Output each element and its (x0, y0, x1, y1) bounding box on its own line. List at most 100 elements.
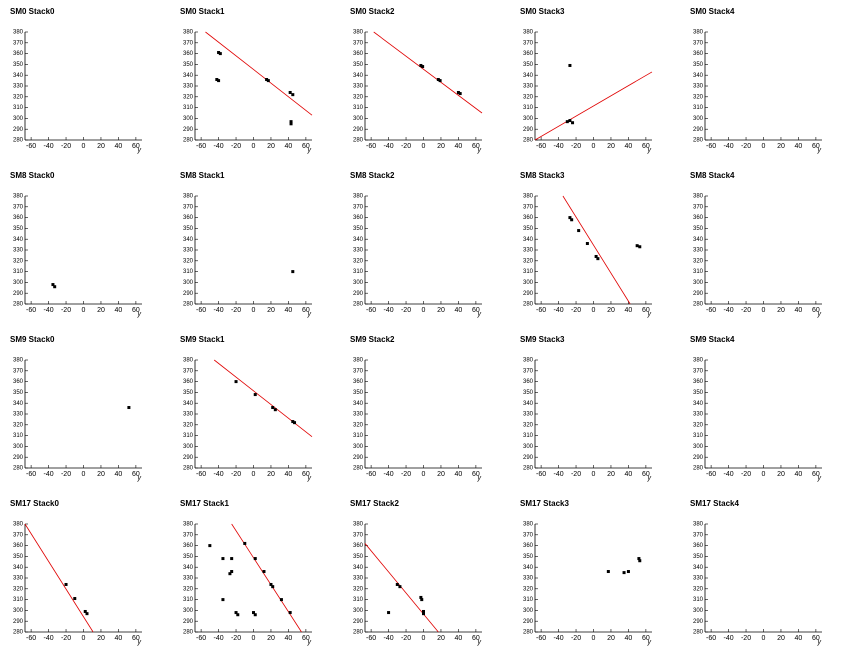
hit-point (288, 90, 292, 94)
hit-point (243, 541, 247, 545)
y-tick-label: 280 (13, 630, 24, 636)
hit-point (571, 121, 575, 125)
panel: SM9 Stack0 280 290 300 310 320 330 340 350 360 370… (10, 335, 142, 482)
y-tick-label: 380 (13, 30, 24, 36)
x-tick-label: 40 (795, 143, 803, 150)
y-tick-label: 320 (523, 422, 534, 428)
x-tick-label: -60 (536, 471, 546, 478)
x-tick-label: 60 (302, 471, 310, 478)
x-tick-label: 20 (437, 307, 445, 314)
hit-point (420, 598, 424, 602)
y-tick-label: 340 (183, 237, 194, 243)
hit-point (230, 570, 234, 574)
x-tick-label: 40 (455, 143, 463, 150)
y-tick-label: 320 (353, 586, 364, 592)
y-tick-label: 340 (523, 237, 534, 243)
panel-title: SM17 Stack3 (520, 499, 569, 508)
y-tick-label: 290 (353, 291, 364, 297)
y-tick-label: 280 (693, 630, 704, 636)
y-tick-label: 380 (523, 194, 534, 200)
x-tick-label: -20 (571, 471, 581, 478)
panel-title: SM17 Stack1 (180, 499, 229, 508)
x-tick-label: 0 (252, 307, 256, 314)
hit-point (635, 244, 639, 248)
y-tick-label: 350 (693, 554, 704, 560)
y-tick-label: 320 (523, 94, 534, 100)
hit-point (221, 598, 225, 602)
y-tick-label: 320 (183, 258, 194, 264)
hit-point (269, 582, 273, 586)
y-tick-label: 300 (13, 116, 24, 122)
y-tick-label: 290 (693, 455, 704, 461)
hit-point (638, 559, 642, 563)
x-tick-label: 20 (97, 635, 105, 642)
y-tick-label: 320 (523, 258, 534, 264)
x-tick-label: -20 (741, 307, 751, 314)
x-tick-label: 40 (625, 471, 633, 478)
y-tick-label: 280 (693, 466, 704, 472)
hit-point (215, 78, 219, 82)
y-tick-label: 300 (693, 444, 704, 450)
y-tick-label: 360 (13, 543, 24, 549)
y-tick-label: 290 (13, 619, 24, 625)
panel: SM0 Stack1 280 290 300 310 320 330 340 350 360 370… (180, 7, 313, 154)
hit-point (262, 570, 266, 574)
x-axis-label: y (477, 311, 482, 318)
x-tick-label: -40 (44, 635, 54, 642)
x-tick-label: 20 (97, 143, 105, 150)
x-axis-label: y (647, 475, 652, 482)
y-tick-label: 360 (693, 215, 704, 221)
panel-title: SM0 Stack4 (690, 7, 735, 16)
hit-point (606, 570, 610, 574)
y-tick-label: 290 (13, 291, 24, 297)
y-tick-label: 280 (693, 138, 704, 144)
x-tick-label: 0 (422, 471, 426, 478)
panel: SM8 Stack4 280 290 300 310 320 330 340 350 360 370… (690, 171, 822, 318)
y-tick-label: 290 (523, 455, 534, 461)
y-tick-label: 310 (693, 597, 704, 603)
y-tick-label: 290 (183, 127, 194, 133)
panel: SM8 Stack2 280 290 300 310 320 330 340 350 360 370… (350, 171, 482, 318)
y-tick-label: 280 (13, 302, 24, 308)
x-tick-label: -40 (554, 307, 564, 314)
x-tick-label: -60 (196, 471, 206, 478)
x-tick-label: 0 (82, 307, 86, 314)
x-tick-label: -40 (724, 307, 734, 314)
y-tick-label: 380 (183, 358, 194, 364)
hit-point (234, 611, 238, 615)
x-tick-label: 0 (592, 307, 596, 314)
y-tick-label: 330 (183, 576, 194, 582)
x-tick-label: -40 (554, 635, 564, 642)
y-tick-label: 290 (523, 127, 534, 133)
panel-title: SM0 Stack2 (350, 7, 395, 16)
y-tick-label: 310 (693, 105, 704, 111)
y-tick-label: 310 (693, 433, 704, 439)
y-tick-label: 340 (13, 565, 24, 571)
y-tick-label: 370 (693, 204, 704, 210)
x-tick-label: -20 (231, 307, 241, 314)
x-tick-label: -20 (741, 635, 751, 642)
x-tick-label: 40 (625, 143, 633, 150)
y-tick-label: 370 (353, 40, 364, 46)
y-tick-label: 350 (183, 554, 194, 560)
y-tick-label: 350 (13, 62, 24, 68)
x-tick-label: -60 (26, 307, 36, 314)
x-tick-label: 40 (455, 635, 463, 642)
y-tick-label: 360 (353, 51, 364, 57)
y-tick-label: 280 (183, 630, 194, 636)
y-tick-label: 370 (353, 532, 364, 538)
x-axis-label: y (137, 475, 142, 482)
x-tick-label: 60 (132, 143, 140, 150)
y-tick-label: 330 (693, 84, 704, 90)
y-tick-label: 360 (523, 379, 534, 385)
y-tick-label: 360 (353, 543, 364, 549)
y-tick-label: 350 (693, 226, 704, 232)
panel: SM9 Stack2 280 290 300 310 320 330 340 350 360 370… (350, 335, 482, 482)
panel-title: SM0 Stack3 (520, 7, 565, 16)
y-tick-label: 370 (13, 532, 24, 538)
x-tick-label: 20 (267, 307, 275, 314)
y-tick-label: 320 (523, 586, 534, 592)
x-tick-label: 0 (82, 471, 86, 478)
y-tick-label: 330 (13, 576, 24, 582)
x-tick-label: 20 (97, 471, 105, 478)
